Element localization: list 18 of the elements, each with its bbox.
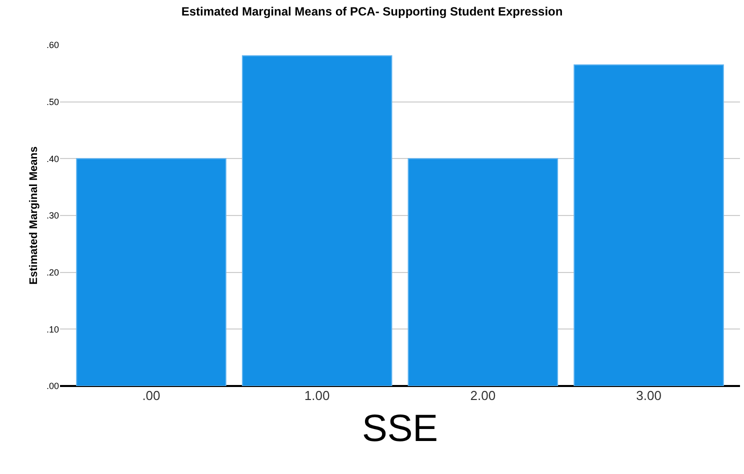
- x-axis-title: SSE: [362, 408, 438, 450]
- y-tick-label: .60: [46, 40, 59, 50]
- y-axis-title: Estimated Marginal Means: [28, 146, 40, 285]
- y-tick-label: .10: [46, 324, 59, 334]
- x-tick-label: 3.00: [636, 388, 662, 403]
- y-tick-label: .50: [46, 96, 59, 107]
- bar: [574, 64, 724, 386]
- bar: [408, 158, 558, 386]
- y-tick-label: .20: [46, 267, 59, 278]
- y-tick-label: .30: [46, 210, 59, 221]
- bar: [76, 158, 226, 386]
- y-tick-label: .00: [46, 381, 59, 392]
- y-tick-label: .40: [46, 154, 59, 164]
- x-tick-label: .00: [142, 388, 160, 403]
- bar: [242, 55, 392, 386]
- x-tick-label: 1.00: [304, 388, 330, 403]
- chart-title: Estimated Marginal Means of PCA- Supporting Student Expression: [181, 4, 563, 19]
- x-tick-label: 2.00: [470, 388, 496, 403]
